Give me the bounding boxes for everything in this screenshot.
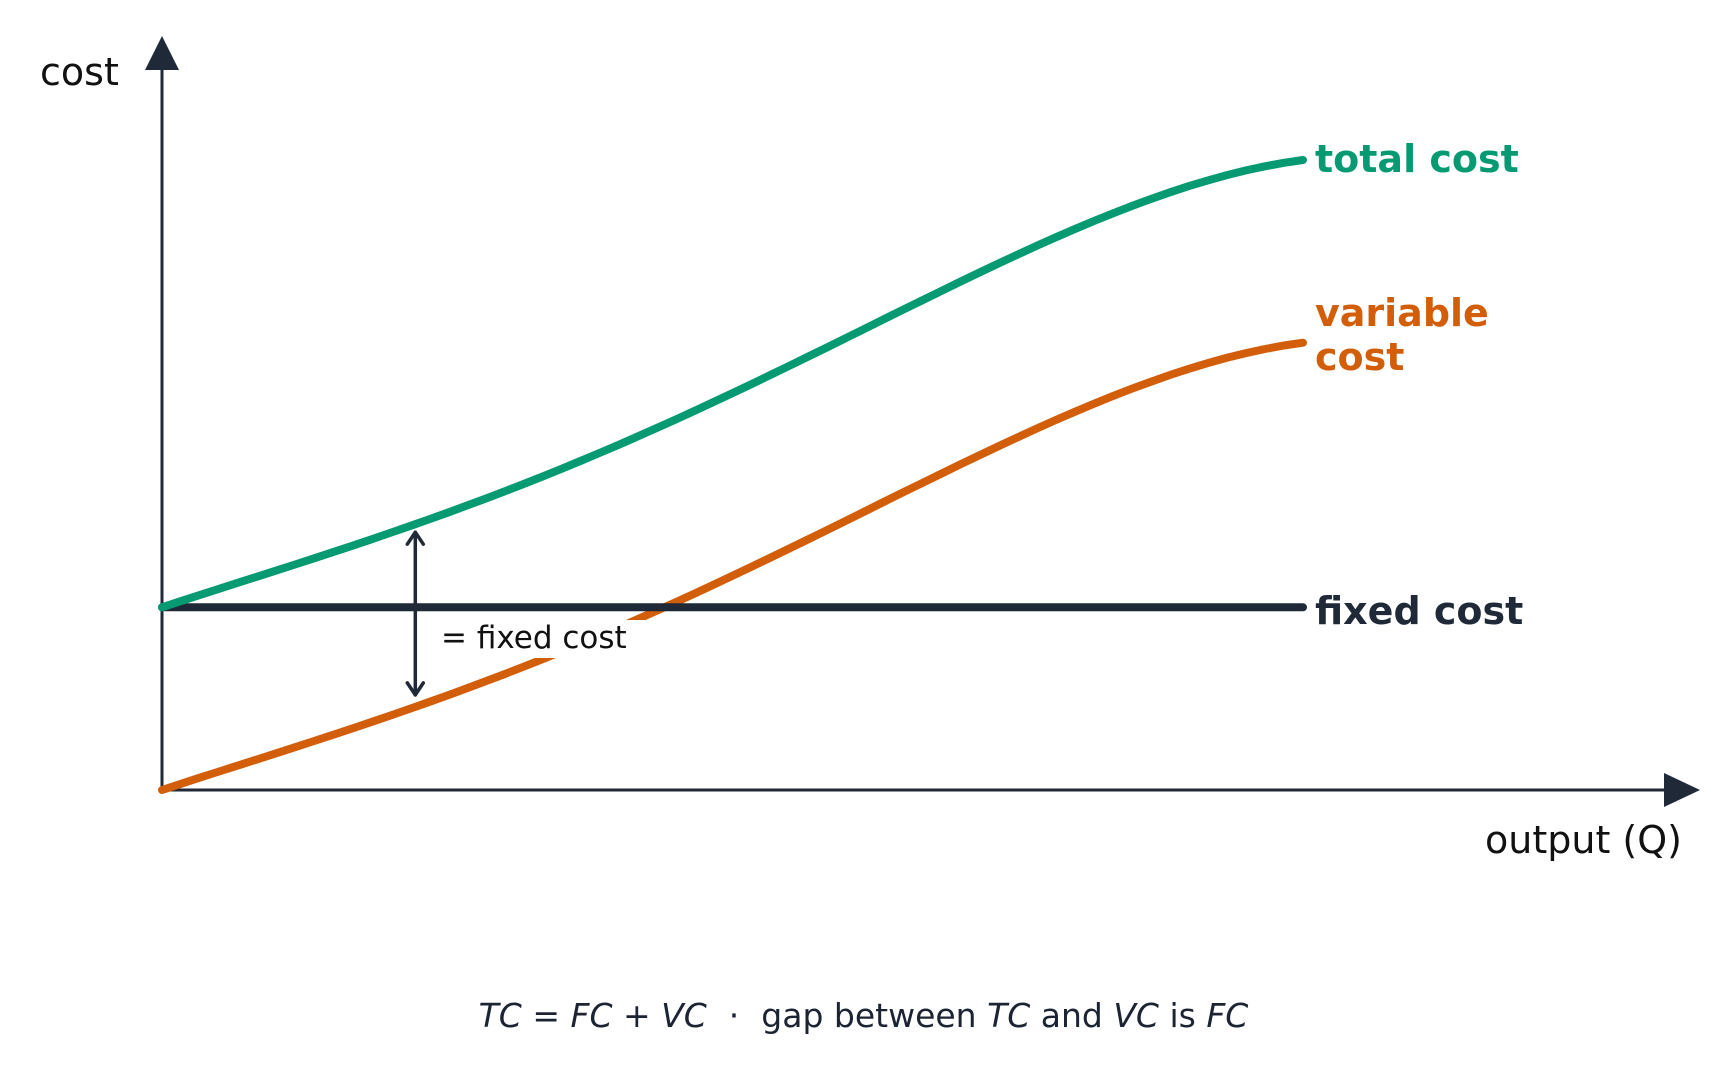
formula-vc: VC — [661, 996, 707, 1035]
x-axis-label: output (Q) — [1485, 818, 1682, 862]
variable-cost-label-line1: variable — [1315, 291, 1489, 335]
formula-equals: = — [521, 996, 571, 1035]
fixed-cost-label: fixed cost — [1315, 589, 1523, 633]
formula-is-text: is — [1158, 996, 1207, 1035]
formula-and-text: and — [1030, 996, 1114, 1035]
y-axis-label: cost — [40, 50, 119, 94]
annotation-background — [436, 620, 648, 658]
y-axis-arrow-icon — [145, 36, 179, 70]
formula-vc-2: VC — [1113, 996, 1159, 1035]
formula-fc-2: FC — [1206, 996, 1249, 1035]
variable-cost-line — [158, 338, 1307, 794]
formula-gap-text: gap between — [761, 996, 988, 1035]
variable-cost-label-line2: cost — [1315, 335, 1404, 379]
total-cost-line — [158, 156, 1307, 612]
formula-separator: · — [728, 996, 740, 1035]
fixed-cost-annotation: = fixed cost — [441, 620, 627, 656]
formula-tc-2: TC — [987, 996, 1031, 1035]
formula-fc: FC — [570, 996, 613, 1035]
formula-caption: TC = FC + VC · gap between TC and VC is FC — [0, 996, 1727, 1035]
formula-tc: TC — [478, 996, 522, 1035]
x-axis-arrow-icon — [1664, 773, 1700, 807]
total-cost-label: total cost — [1315, 137, 1519, 181]
gap-arrow-icon — [405, 530, 426, 697]
formula-plus: + — [612, 996, 662, 1035]
